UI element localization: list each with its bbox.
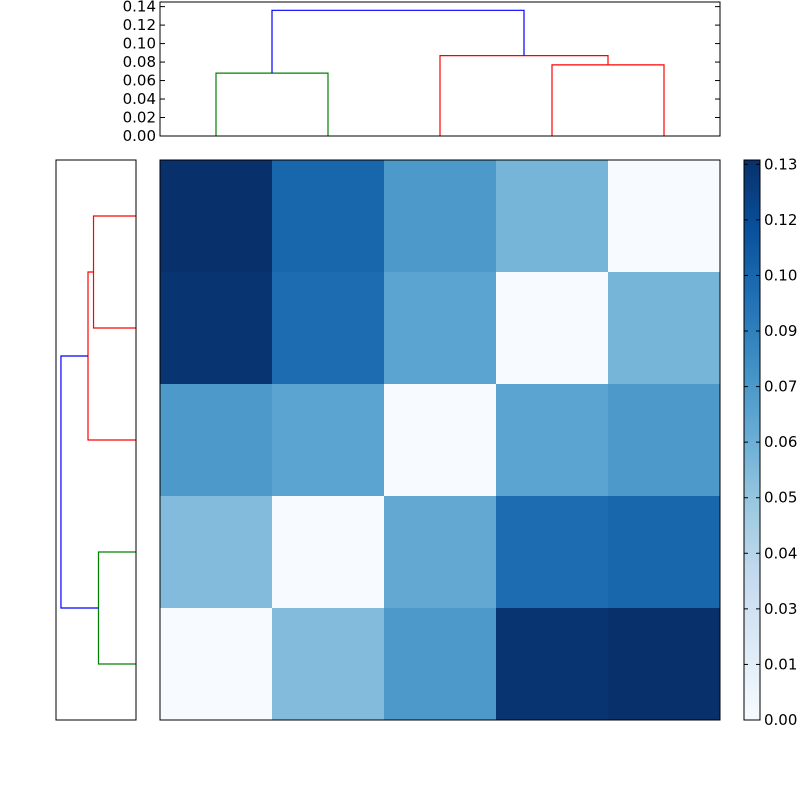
heatmap-cell-r1-c0 — [160, 272, 273, 385]
heatmap-cell-r4-c0 — [160, 608, 273, 721]
heatmap-cell-r1-c3 — [496, 272, 609, 385]
heatmap-cell-r3-c2 — [384, 496, 497, 609]
heatmap-cell-r0-c3 — [496, 160, 609, 273]
colorbar-tick-label-1: 0.01 — [764, 655, 797, 673]
heatmap-cell-r0-c4 — [608, 160, 721, 273]
colorbar-tick-label-7: 0.09 — [764, 322, 797, 340]
colorbar: 0.00 0.01 0.03 0.04 0.05 0.06 0.07 0.09 0.10 0.12… — [743, 155, 797, 729]
top-dendrogram-tick-label-1: 0.02 — [123, 109, 156, 127]
top-dendrogram-tick-label-2: 0.04 — [123, 90, 156, 108]
heatmap-cell-r4-c3 — [496, 608, 609, 721]
heatmap-cell-r2-c4 — [608, 384, 721, 497]
heatmap-cell-r3-c0 — [160, 496, 273, 609]
heatmap-cell-r4-c1 — [272, 608, 385, 721]
heatmap-cell-r0-c1 — [272, 160, 385, 273]
colorbar-tick-label-8: 0.10 — [764, 266, 797, 284]
top-dendrogram-tick-label-0: 0.00 — [123, 127, 156, 145]
left-dendrogram-frame — [55, 159, 137, 721]
heatmap-cell-r2-c2 — [384, 384, 497, 497]
colorbar-tick-label-2: 0.03 — [764, 600, 797, 618]
top-dendrogram-tick-label-6: 0.12 — [123, 16, 156, 34]
colorbar-tick-label-6: 0.07 — [764, 378, 797, 396]
left-dendrogram-link-3 — [60, 355, 99, 609]
heatmap-cell-r3-c4 — [608, 496, 721, 609]
heatmap-cell-r4-c4 — [608, 608, 721, 721]
heatmap-frame — [159, 159, 721, 721]
top-dendrogram-link-1 — [551, 64, 665, 136]
heatmap-cell-r3-c1 — [272, 496, 385, 609]
left-dendrogram-link-2 — [97, 551, 136, 665]
left-dendrogram-link-0 — [92, 215, 136, 329]
heatmap-cell-r1-c1 — [272, 272, 385, 385]
top-dendrogram-frame — [159, 1, 721, 137]
heatmap-cell-r1-c4 — [608, 272, 721, 385]
heatmap-cell-r2-c1 — [272, 384, 385, 497]
colorbar-bar — [743, 159, 761, 721]
top-dendrogram-link-3 — [271, 9, 525, 74]
colorbar-tick-label-3: 0.04 — [764, 544, 797, 562]
top-dendrogram-tick-label-5: 0.10 — [123, 35, 156, 53]
heatmap-cell-r3-c3 — [496, 496, 609, 609]
top-dendrogram-link-2 — [439, 55, 609, 136]
colorbar-tick-label-0: 0.00 — [764, 711, 797, 729]
colorbar-tick-label-5: 0.06 — [764, 433, 797, 451]
left-dendrogram-link-1 — [87, 271, 136, 441]
top-dendrogram-tick-label-4: 0.08 — [123, 53, 156, 71]
heatmap-cell-r0-c2 — [384, 160, 497, 273]
colorbar-tick-label-4: 0.05 — [764, 489, 797, 507]
top-dendrogram-tick-label-3: 0.06 — [123, 72, 156, 90]
top-dendrogram: 0.000.020.040.060.080.100.120.14 — [123, 0, 721, 145]
heatmap-cell-r1-c2 — [384, 272, 497, 385]
heatmap-cell-r4-c2 — [384, 608, 497, 721]
heatmap — [159, 159, 721, 721]
heatmap-cell-r2-c0 — [160, 384, 273, 497]
top-dendrogram-link-0 — [215, 72, 329, 136]
top-dendrogram-tick-label-7: 0.14 — [123, 0, 156, 16]
colorbar-tick-label-9: 0.12 — [764, 211, 797, 229]
left-dendrogram — [55, 159, 137, 721]
heatmap-cell-r0-c0 — [160, 160, 273, 273]
heatmap-cell-r2-c3 — [496, 384, 609, 497]
colorbar-tick-label-10: 0.13 — [764, 155, 797, 173]
